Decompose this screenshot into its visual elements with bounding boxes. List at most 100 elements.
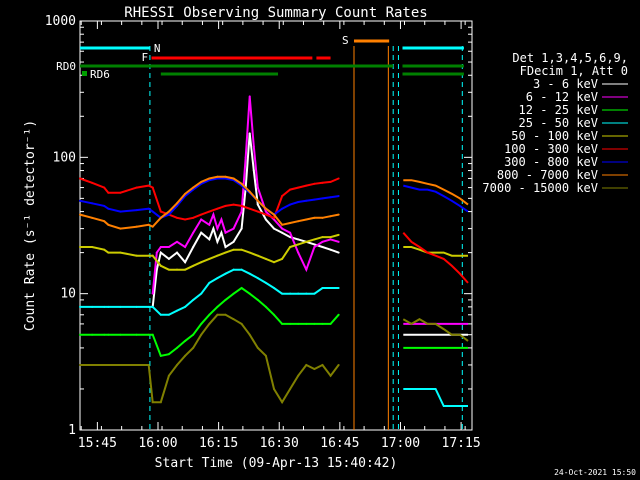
series-50-100-kev-point: [289, 245, 292, 248]
series-6-12-kev-point: [264, 210, 267, 213]
series-100-300-kev-point: [232, 203, 235, 206]
series-100-300-kev-point: [135, 186, 138, 189]
series-50-100-kev-point: [192, 264, 195, 267]
series-100-300-kev-point: [107, 191, 110, 194]
series-6-12-kev-point: [244, 156, 247, 159]
series-25-50-kev-point: [135, 305, 138, 308]
series-100-300-kev-point: [337, 177, 340, 180]
series-6-12-kev-point: [208, 223, 211, 226]
legend-25-50-kev-label: 25 - 50 keV: [519, 116, 598, 130]
series-300-800-kev-point: [147, 207, 150, 210]
series-3-6-kev-point: [155, 268, 158, 271]
series-800-7000-kev-point: [119, 227, 122, 230]
series-50-100-kev-point: [337, 233, 340, 236]
series-100-300-kev-point: [208, 210, 211, 213]
series-25-50-kev-point: [313, 292, 316, 295]
series-7000-15000-kev-point: [184, 354, 187, 357]
series-800-7000-kev-point: [107, 223, 110, 226]
series-7000-15000-kev-point: [281, 401, 284, 404]
series-12-25-kev-point: [167, 353, 170, 356]
series-6-12-kev-point: [159, 245, 162, 248]
series-800-7000-kev-point: [232, 177, 235, 180]
series-6-12-kev-point: [220, 218, 223, 221]
series-7000-15000-kev-point: [289, 387, 292, 390]
series-300-800-kev-point: [216, 177, 219, 180]
series-3-6-kev-point: [212, 227, 215, 230]
series-300-800-kev-point: [167, 213, 170, 216]
series-25-50-kev-point: [337, 287, 340, 290]
legend-300-800-kev-label: 300 - 800 keV: [504, 155, 598, 169]
series-3-6-kev-point: [232, 240, 235, 243]
series-12-25-kev-point: [184, 339, 187, 342]
series-50-100-kev-point: [297, 243, 300, 246]
series-7000-15000-kev-point: [264, 354, 267, 357]
series-300-800-kev-point: [151, 210, 154, 213]
series-800-7000-kev-point: [192, 186, 195, 189]
series-3-6-kev-point: [200, 231, 203, 234]
series-7000-15000-kev-point: [297, 374, 300, 377]
series-100-300-kev-point: [103, 186, 106, 189]
series-25-50-kev-point: [297, 292, 300, 295]
series-25-50-kev-point: [159, 313, 162, 316]
series-100-300-kev-point: [321, 181, 324, 184]
series-6-12-kev-point: [337, 240, 340, 243]
series-800-7000-kev-point: [79, 213, 81, 216]
series-25-50-kev-point: [200, 292, 203, 295]
series-7000-15000-kev-point: [167, 374, 170, 377]
series-3-6-kev-point: [224, 245, 227, 248]
legend-7000-15000-kev-label: 7000 - 15000 keV: [482, 181, 598, 195]
footer-timestamp: 24-Oct-2021 15:50: [554, 468, 636, 477]
series-100-300-kev-point: [329, 180, 332, 183]
series-12-25-kev-point: [321, 322, 324, 325]
series-300-800-kev-point: [305, 199, 308, 202]
series-50-100-kev-point: [200, 261, 203, 264]
y-tick-label: 1000: [45, 14, 76, 29]
series-12-25-kev-point: [103, 333, 106, 336]
series-100-300-kev-point: [159, 210, 162, 213]
series-800-7000-kev-point: [184, 192, 187, 195]
series-3-6-kev-point: [281, 231, 284, 234]
series-50-100-kev-point: [240, 248, 243, 251]
series-6-12-kev-point: [184, 245, 187, 248]
series-12-25-kev-point: [107, 333, 110, 336]
series2-25-50-kev: [403, 388, 468, 407]
series-300-800-kev-point: [321, 197, 324, 200]
series-12-25-kev-point: [264, 305, 267, 308]
series-50-100-kev-point: [103, 248, 106, 251]
series-100-300-kev-point: [248, 207, 251, 210]
series-800-7000-kev-point: [167, 210, 170, 213]
x-tick-label: 15:45: [78, 436, 117, 451]
series-300-800-kev-point: [107, 207, 110, 210]
series-7000-15000-kev-point: [256, 346, 259, 349]
series-7000-15000-kev-point: [329, 374, 332, 377]
series-6-12-kev-point: [240, 210, 243, 213]
series-100-300-kev-point: [281, 195, 284, 198]
series-12-25-kev-point: [240, 287, 243, 290]
series-50-100-kev-point: [175, 268, 178, 271]
series-7000-15000-kev-point: [337, 363, 340, 366]
series-12-25-kev-point: [216, 305, 219, 308]
series-25-50-kev-point: [175, 309, 178, 312]
series-12-25-kev-point: [91, 333, 94, 336]
series-6-12-kev-point: [329, 238, 332, 241]
series-3-6-kev-point: [272, 227, 275, 230]
series-25-50-kev-point: [232, 268, 235, 271]
series-6-12-kev-point: [252, 145, 255, 148]
series-300-800-kev-point: [297, 201, 300, 204]
x-tick-label: 16:00: [138, 436, 177, 451]
series-50-100-kev-point: [79, 245, 81, 248]
series-25-50-kev-point: [321, 287, 324, 290]
series-100-300-kev-point: [289, 188, 292, 191]
series-100-300-kev-point: [175, 216, 178, 219]
series-25-50-kev-point: [272, 287, 275, 290]
series-300-800-kev-point: [329, 196, 332, 199]
x-axis-label: Start Time (09-Apr-13 15:40:42): [155, 456, 398, 471]
series-25-50-kev-point: [91, 305, 94, 308]
state-label-f: F: [142, 51, 149, 64]
series-3-6-kev-point: [337, 251, 340, 254]
series-800-7000-kev-point: [337, 213, 340, 216]
series-50-100-kev-point: [329, 236, 332, 239]
series-12-25-kev-point: [159, 354, 162, 357]
series-12-25-kev-point: [329, 322, 332, 325]
series-3-6-kev-point: [252, 169, 255, 172]
